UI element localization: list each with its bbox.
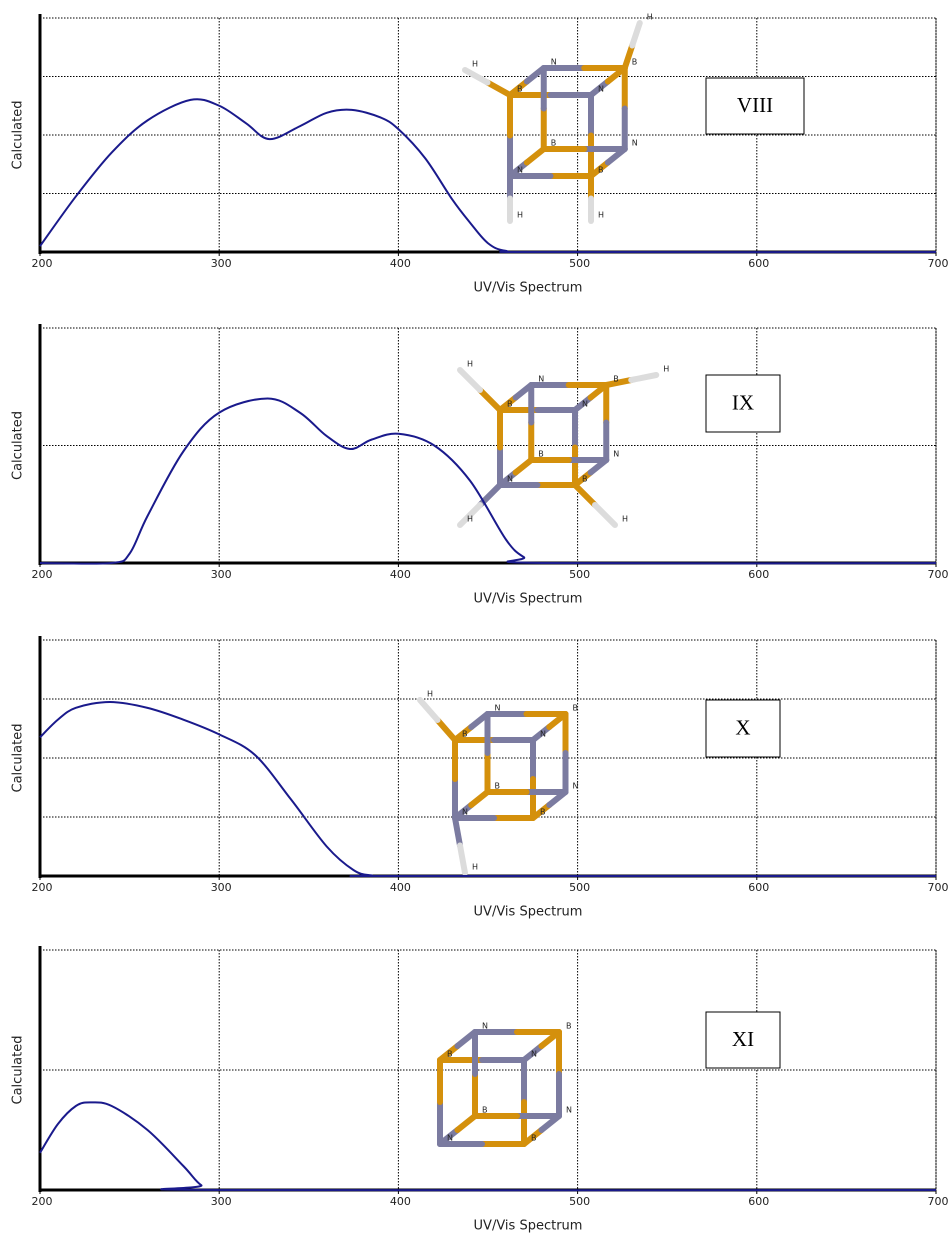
- compound-label: IX: [732, 390, 754, 414]
- atom-label: N: [598, 85, 604, 94]
- bond: [455, 818, 460, 846]
- atom-label: N: [632, 139, 638, 148]
- atom-label: H: [472, 863, 478, 872]
- atom-label: N: [517, 166, 523, 175]
- x-tick-label: 600: [748, 257, 769, 270]
- x-tick-label: 200: [32, 257, 53, 270]
- atom-label: B: [517, 85, 523, 94]
- x-tick-label: 700: [928, 257, 949, 270]
- x-tick-label: 300: [211, 1195, 232, 1208]
- atom-label: N: [495, 704, 501, 713]
- atom-label: H: [647, 13, 653, 22]
- atom-label: H: [663, 365, 669, 374]
- x-axis-title: UV/Vis Spectrum: [474, 905, 583, 920]
- atom-label: H: [427, 690, 433, 699]
- bond: [516, 460, 532, 473]
- atom-label: B: [582, 475, 588, 484]
- atom-label: H: [622, 515, 628, 524]
- atom-label: B: [462, 730, 468, 739]
- bond: [631, 375, 656, 380]
- bond: [488, 83, 511, 96]
- atom-label: N: [566, 1106, 572, 1115]
- y-axis-title: Calculated: [11, 1036, 26, 1105]
- x-tick-label: 400: [390, 881, 411, 894]
- atom-label: B: [551, 139, 557, 148]
- atom-label: N: [573, 782, 579, 791]
- bond: [527, 149, 544, 163]
- page: 200 300 400 500 600 700 UV/Vis Spectrum Calcula…: [0, 0, 950, 1234]
- x-tick-label: 500: [569, 257, 590, 270]
- atom-label: H: [598, 211, 604, 220]
- x-tick-label: 600: [748, 568, 769, 581]
- x-tick-label: 300: [211, 568, 232, 581]
- x-tick-label: 700: [928, 881, 949, 894]
- compound-label: X: [735, 715, 750, 739]
- x-axis-title: UV/Vis Spectrum: [474, 592, 583, 607]
- spectrum-line: [40, 399, 936, 564]
- atom-label: B: [540, 808, 546, 817]
- compound-label: VIII: [737, 93, 773, 117]
- bond: [420, 700, 438, 720]
- atom-label: N: [531, 1050, 537, 1059]
- atom-label: B: [632, 58, 638, 67]
- bond: [460, 370, 480, 390]
- atom-label: N: [507, 475, 513, 484]
- atom-label: N: [482, 1022, 488, 1031]
- x-axis-title: UV/Vis Spectrum: [474, 1219, 583, 1234]
- atom-label: B: [573, 704, 579, 713]
- atom-label: H: [467, 360, 473, 369]
- bond: [632, 23, 640, 46]
- atom-label: N: [582, 400, 588, 409]
- atom-label: N: [540, 730, 546, 739]
- atom-label: N: [613, 450, 619, 459]
- x-tick-label: 400: [390, 257, 411, 270]
- atom-label: B: [447, 1050, 453, 1059]
- y-axis-title: Calculated: [11, 101, 26, 170]
- bond: [458, 1116, 476, 1130]
- atom-label: B: [566, 1022, 572, 1031]
- bond: [606, 380, 631, 385]
- x-tick-label: 500: [569, 568, 590, 581]
- atom-label: N: [551, 58, 557, 67]
- atom-label: B: [531, 1134, 537, 1143]
- atom-label: H: [517, 211, 523, 220]
- atom-label: B: [598, 166, 604, 175]
- x-tick-label: 600: [748, 1195, 769, 1208]
- atom-label: B: [482, 1106, 488, 1115]
- x-tick-label: 400: [390, 1195, 411, 1208]
- atom-label: N: [538, 375, 544, 384]
- x-tick-label: 400: [390, 568, 411, 581]
- x-tick-label: 200: [32, 568, 53, 581]
- atom-label: H: [472, 60, 478, 69]
- x-tick-label: 700: [928, 1195, 949, 1208]
- bond: [595, 505, 615, 525]
- y-axis-title: Calculated: [11, 724, 26, 793]
- chart-panel: 200 300 400 500 600 700 UV/Vis Spectrum Calcula…: [11, 13, 949, 296]
- x-tick-label: 300: [211, 257, 232, 270]
- x-tick-label: 700: [928, 568, 949, 581]
- x-tick-label: 500: [569, 881, 590, 894]
- x-tick-label: 200: [32, 1195, 53, 1208]
- x-axis-title: UV/Vis Spectrum: [474, 281, 583, 296]
- bond: [480, 390, 500, 410]
- x-tick-label: 200: [32, 881, 53, 894]
- atom-label: H: [467, 515, 473, 524]
- bond: [438, 720, 456, 740]
- atom-label: B: [538, 450, 544, 459]
- atom-label: N: [462, 808, 468, 817]
- atom-label: N: [447, 1134, 453, 1143]
- bond: [460, 846, 465, 874]
- y-axis-title: Calculated: [11, 411, 26, 480]
- bond: [471, 792, 487, 805]
- atom-label: B: [507, 400, 513, 409]
- atom-label: B: [613, 375, 619, 384]
- x-tick-label: 600: [748, 881, 769, 894]
- compound-label: XI: [732, 1027, 754, 1051]
- atom-label: B: [495, 782, 501, 791]
- x-tick-label: 500: [569, 1195, 590, 1208]
- x-tick-label: 300: [211, 881, 232, 894]
